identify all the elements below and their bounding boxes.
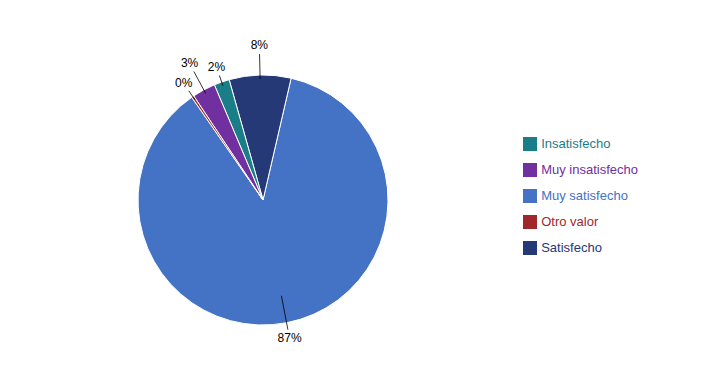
html-text:Muy insatisfecho: Muy insatisfecho bbox=[541, 161, 638, 177]
svg-text:0%: 0% bbox=[175, 76, 193, 90]
svg-text:87%: 87% bbox=[278, 331, 302, 345]
svg-text:2%: 2% bbox=[208, 60, 226, 74]
html-text:Satisfecho: Satisfecho bbox=[541, 239, 602, 255]
html-text:Muy satisfecho: Muy satisfecho bbox=[541, 187, 628, 203]
svg-text:3%: 3% bbox=[181, 56, 199, 70]
html-text:Insatisfecho: Insatisfecho bbox=[541, 135, 611, 151]
svg-text:8%: 8% bbox=[251, 38, 269, 52]
html-text:Otro valor: Otro valor bbox=[541, 213, 599, 229]
